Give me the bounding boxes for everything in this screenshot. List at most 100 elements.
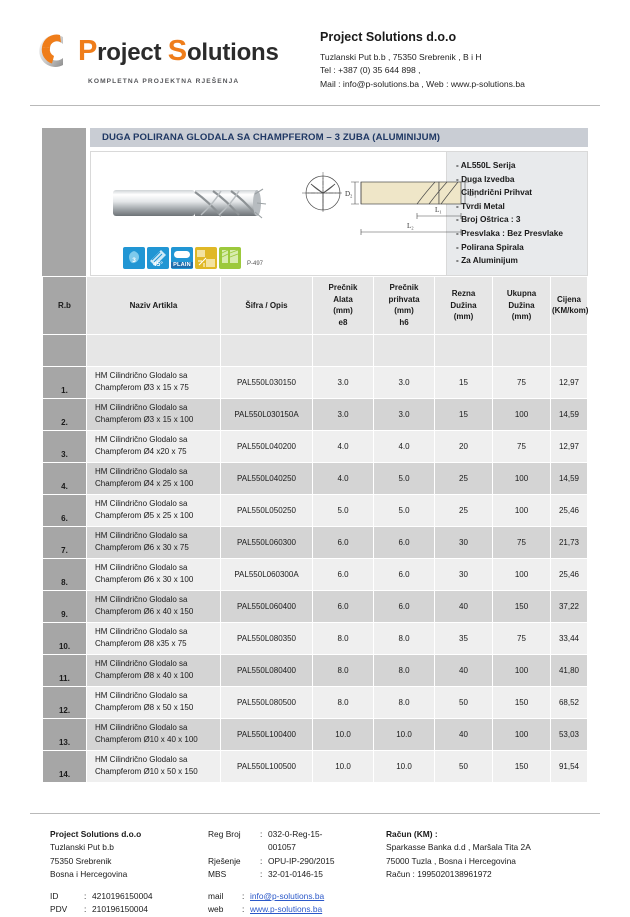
footer-mail-link[interactable]: info@p-solutions.ba bbox=[250, 890, 325, 901]
row-article-name: HM Cilindrično Glodalo sa Champferom Ø8 x… bbox=[86, 621, 221, 655]
row-index: 4. bbox=[42, 461, 87, 495]
row-tool-diameter: 6.0 bbox=[312, 589, 374, 623]
row-total-length: 150 bbox=[492, 685, 551, 719]
table-row: 6. HM Cilindrično Glodalo sa Champferom Ø5… bbox=[42, 493, 588, 527]
row-tool-diameter: 10.0 bbox=[312, 717, 374, 751]
row-name-line1: HM Cilindrično Glodalo sa bbox=[95, 466, 188, 476]
footer-bank-city: 75000 Tuzla , Bosna i Hercegovina bbox=[386, 855, 516, 866]
company-phone: Tel : +387 (0) 35 644 898 , bbox=[320, 65, 421, 76]
feature-badges: 3 45° PLAIN P-4 bbox=[123, 246, 263, 269]
row-shank-diameter: 8.0 bbox=[373, 621, 435, 655]
product-panel: 3 45° PLAIN P-4 bbox=[90, 150, 588, 276]
footer-company-column: Project Solutions d.o.o Tuzlanski Put b.… bbox=[50, 828, 208, 917]
footer-web-key: web bbox=[208, 904, 224, 915]
row-shank-diameter: 5.0 bbox=[373, 461, 435, 495]
title-left-strip bbox=[42, 127, 86, 147]
row-shank-diameter: 8.0 bbox=[373, 685, 435, 719]
row-index: 2. bbox=[42, 397, 87, 431]
footer-id-key: ID bbox=[50, 890, 59, 901]
row-cutting-length: 40 bbox=[434, 589, 493, 623]
row-tool-diameter: 8.0 bbox=[312, 621, 374, 655]
row-name-line2: Champferom Ø3 x 15 x 75 bbox=[95, 383, 189, 393]
spec-item: - Broj Oštrica : 3 bbox=[456, 214, 521, 225]
footer-company-name: Project Solutions d.o.o bbox=[50, 828, 142, 839]
row-tool-diameter: 3.0 bbox=[312, 397, 374, 431]
footer-id-value: 4210196150004 bbox=[92, 890, 153, 901]
row-article-name: HM Cilindrično Glodalo sa Champferom Ø4 x… bbox=[86, 461, 221, 495]
row-cutting-length: 15 bbox=[434, 365, 493, 399]
spec-item: - Cilindrični Prihvat bbox=[456, 187, 533, 198]
col-header-price: Cijena (KM/kom) bbox=[550, 275, 588, 335]
row-index: 1. bbox=[42, 365, 87, 399]
footer-web-row: web : www.p-solutions.ba bbox=[208, 903, 386, 917]
row-index: 13. bbox=[42, 717, 87, 751]
footer-mail-key: mail bbox=[208, 890, 224, 901]
row-name-line1: HM Cilindrično Glodalo sa bbox=[95, 594, 188, 604]
row-article-name: HM Cilindrično Glodalo sa Champferom Ø10 … bbox=[86, 749, 221, 783]
row-price: 41,80 bbox=[550, 653, 588, 687]
footer-mbs-key: MBS bbox=[208, 869, 227, 880]
row-tool-diameter: 4.0 bbox=[312, 461, 374, 495]
row-code: PAL550L050250 bbox=[220, 493, 313, 527]
row-name-line2: Champferom Ø4 x20 x 75 bbox=[95, 447, 187, 457]
row-cutting-length: 20 bbox=[434, 429, 493, 463]
row-total-length: 100 bbox=[492, 717, 551, 751]
label-l1: L₁ bbox=[435, 206, 442, 214]
row-cutting-length: 40 bbox=[434, 717, 493, 751]
label-d1: D₁ bbox=[469, 190, 477, 198]
row-shank-diameter: 6.0 bbox=[373, 525, 435, 559]
row-tool-diameter: 3.0 bbox=[312, 365, 374, 399]
footer-divider bbox=[30, 812, 600, 814]
row-price: 33,44 bbox=[550, 621, 588, 655]
row-total-length: 100 bbox=[492, 461, 551, 495]
row-code: PAL550L100400 bbox=[220, 717, 313, 751]
col-header-code: Šifra / Opis bbox=[220, 275, 313, 335]
row-shank-diameter: 4.0 bbox=[373, 429, 435, 463]
row-total-length: 150 bbox=[492, 749, 551, 783]
footer-web-link[interactable]: www.p-solutions.ba bbox=[250, 904, 323, 915]
table-row: 10. HM Cilindrično Glodalo sa Champferom Ø… bbox=[42, 621, 588, 655]
table-row: 12. HM Cilindrično Glodalo sa Champferom Ø… bbox=[42, 685, 588, 719]
table-spacer-row bbox=[42, 333, 588, 367]
row-price: 25,46 bbox=[550, 557, 588, 591]
row-tool-diameter: 6.0 bbox=[312, 557, 374, 591]
row-total-length: 150 bbox=[492, 589, 551, 623]
row-index: 9. bbox=[42, 589, 87, 623]
row-article-name: HM Cilindrično Glodalo sa Champferom Ø3 x… bbox=[86, 397, 221, 431]
footer-pdv-value: 210196150004 bbox=[92, 904, 148, 915]
label-d2: D₂ bbox=[345, 190, 353, 198]
row-shank-diameter: 5.0 bbox=[373, 493, 435, 527]
row-cutting-length: 40 bbox=[434, 653, 493, 687]
row-name-line1: HM Cilindrično Glodalo sa bbox=[95, 626, 188, 636]
row-name-line2: Champferom Ø8 x 40 x 100 bbox=[95, 671, 194, 681]
row-name-line1: HM Cilindrično Glodalo sa bbox=[95, 402, 188, 412]
spec-item: - Presvlaka : Bez Presvlake bbox=[456, 227, 564, 238]
end-mill-photo bbox=[113, 188, 267, 219]
footer-reg-key: Reg Broj bbox=[208, 828, 241, 839]
footer-city: 75350 Srebrenik bbox=[50, 855, 112, 866]
table-row: 7. HM Cilindrično Glodalo sa Champferom Ø6… bbox=[42, 525, 588, 559]
row-name-line2: Champferom Ø6 x 40 x 150 bbox=[95, 607, 194, 617]
row-price: 25,46 bbox=[550, 493, 588, 527]
row-name-line2: Champferom Ø8 x 50 x 150 bbox=[95, 703, 194, 713]
footer-street: Tuzlanski Put b.b bbox=[50, 842, 114, 853]
row-name-line1: HM Cilindrično Glodalo sa bbox=[95, 658, 188, 668]
row-cutting-length: 30 bbox=[434, 525, 493, 559]
row-article-name: HM Cilindrično Glodalo sa Champferom Ø8 x… bbox=[86, 653, 221, 687]
spec-item: - Tvrdi Metal bbox=[456, 200, 505, 211]
row-name-line1: HM Cilindrično Glodalo sa bbox=[95, 530, 188, 540]
footer-reg-value-2: 001057 bbox=[268, 842, 296, 853]
row-cutting-length: 15 bbox=[434, 397, 493, 431]
row-index: 6. bbox=[42, 493, 87, 527]
flutes-badge: 3 bbox=[123, 246, 145, 269]
footer-bank-name: Sparkasse Banka d.d , Maršala Tita 2A bbox=[386, 842, 531, 853]
footer-resolution-row: Rješenje : OPU-IP-290/2015 bbox=[208, 855, 386, 869]
spec-item: - Duga Izvedba bbox=[456, 173, 515, 184]
product-title: DUGA POLIRANA GLODALA SA CHAMPFEROM – 3 … bbox=[90, 127, 588, 147]
row-shank-diameter: 10.0 bbox=[373, 749, 435, 783]
product-photo-area: 3 45° PLAIN P-4 bbox=[91, 151, 291, 275]
row-cutting-length: 25 bbox=[434, 493, 493, 527]
row-tool-diameter: 6.0 bbox=[312, 525, 374, 559]
row-price: 14,59 bbox=[550, 461, 588, 495]
row-shank-diameter: 6.0 bbox=[373, 589, 435, 623]
